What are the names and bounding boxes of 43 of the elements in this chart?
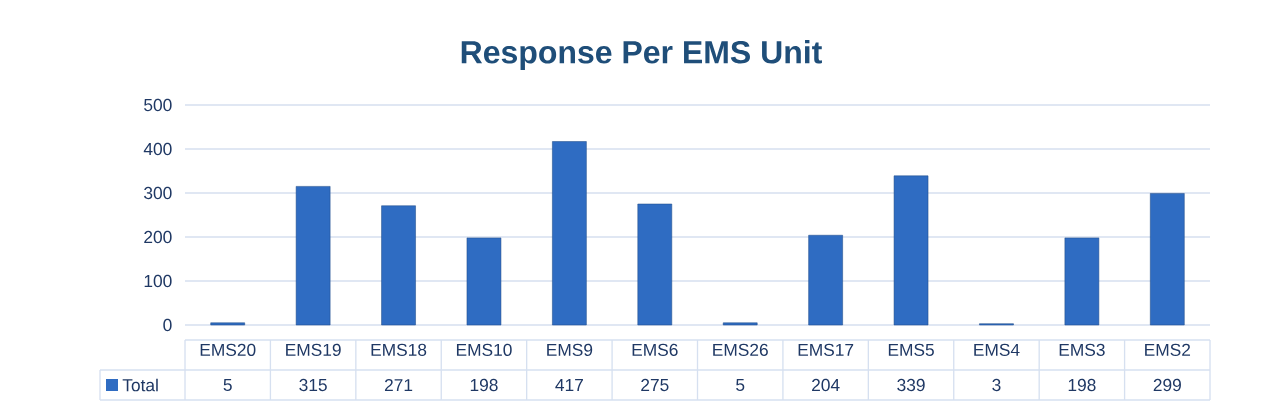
x-tick-label: EMS19 — [286, 343, 341, 356]
data-label: 198 — [1068, 378, 1096, 392]
bar — [210, 322, 245, 326]
data-label: 3 — [992, 378, 1001, 392]
bar — [1150, 193, 1185, 326]
data-label: 299 — [1153, 378, 1181, 392]
y-tick-label: 500 — [144, 98, 172, 112]
chart-title: Response Per EMS Unit — [461, 40, 822, 70]
bar — [637, 203, 673, 326]
bar — [295, 186, 331, 326]
x-tick-label: EMS17 — [798, 343, 854, 356]
bar — [1064, 237, 1100, 326]
x-tick-label: EMS18 — [371, 343, 427, 356]
data-label: 5 — [736, 378, 745, 392]
bar — [722, 322, 758, 326]
x-tick-label: EMS5 — [888, 343, 934, 356]
data-label: 315 — [299, 378, 327, 392]
y-tick-label: 300 — [144, 186, 172, 200]
data-label: 5 — [223, 378, 232, 392]
data-label: 198 — [470, 378, 498, 392]
legend-label: Total — [122, 378, 158, 392]
x-tick-label: EMS26 — [713, 343, 768, 356]
y-tick-label: 0 — [163, 318, 172, 332]
y-tick-label: 400 — [143, 142, 172, 156]
x-tick-label: EMS4 — [974, 343, 1020, 356]
bar — [808, 234, 843, 326]
bar — [893, 175, 929, 326]
bar — [381, 205, 416, 326]
x-tick-label: EMS20 — [200, 343, 256, 356]
x-tick-label: EMS6 — [632, 343, 678, 356]
x-tick-label: EMS9 — [547, 343, 593, 356]
data-label: 417 — [555, 379, 583, 391]
x-tick-label: EMS2 — [1145, 343, 1191, 356]
data-label: 204 — [812, 378, 840, 392]
bar — [552, 141, 587, 326]
data-label: 271 — [384, 378, 413, 392]
y-tick-label: 200 — [144, 230, 172, 244]
y-tick-label: 100 — [144, 274, 172, 288]
x-tick-label: EMS10 — [456, 343, 512, 356]
x-tick-label: EMS3 — [1059, 343, 1105, 356]
data-label: 339 — [897, 378, 925, 392]
data-label: 275 — [641, 378, 669, 392]
bar — [466, 237, 502, 326]
